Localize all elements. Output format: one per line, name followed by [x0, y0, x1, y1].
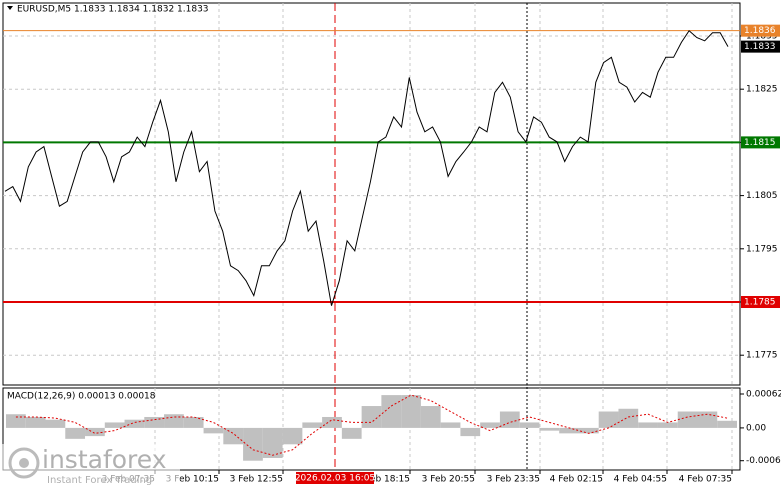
chart-title: EURUSD,M5 1.1833 1.1834 1.1832 1.1833	[17, 5, 209, 15]
current-price-box	[741, 40, 780, 53]
macd-bar	[203, 427, 224, 434]
watermark-tagline: Instant Forex Trading	[47, 475, 152, 486]
menu-arrow	[7, 6, 13, 10]
macd-bar	[144, 416, 165, 428]
level-label-box	[741, 136, 780, 149]
macd-bar	[65, 427, 86, 439]
macd-bar	[697, 411, 718, 428]
macd-bar	[480, 422, 500, 428]
x-tick-label: 3 Feb 10:15	[166, 475, 219, 485]
macd-title: MACD(12,26,9) 0.00013 0.00018	[7, 392, 156, 402]
y-tick-label: 0.00062	[746, 390, 781, 400]
level-label: 1.1785	[744, 298, 776, 308]
macd-bar	[460, 427, 481, 437]
macd-bar	[341, 427, 362, 439]
y-tick-label: 0.00	[746, 423, 766, 433]
level-label-box	[741, 296, 780, 309]
macd-bar	[657, 422, 678, 428]
macd-bar	[361, 406, 382, 428]
signal-line	[15, 394, 728, 456]
time-marker-label: 2026.02.03 16:05	[295, 474, 375, 484]
macd-bar	[440, 422, 461, 428]
x-tick-label: 4 Feb 02:15	[550, 475, 603, 485]
watermark-logo	[8, 447, 40, 479]
macd-bar	[243, 427, 263, 461]
macd-bar	[124, 419, 145, 428]
macd-bar	[25, 416, 46, 428]
x-tick-label: 3 Feb 12:55	[230, 475, 283, 485]
macd-bar	[302, 422, 323, 428]
macd-bar	[499, 411, 520, 428]
macd-bar	[598, 411, 619, 428]
level-label-box	[741, 24, 780, 37]
macd-bar	[381, 395, 402, 428]
macd-bar	[420, 406, 441, 428]
macd-bar	[183, 416, 204, 428]
macd-bar	[85, 427, 105, 437]
macd-bar	[717, 420, 737, 428]
macd-bar	[223, 427, 244, 445]
time-marker-box	[296, 472, 374, 484]
macd-bar	[322, 416, 342, 428]
y-tick-label: 1.1795	[746, 244, 778, 254]
watermark-logo-dot	[19, 458, 29, 468]
x-tick-label: 3 Feb 20:55	[422, 475, 475, 485]
y-tick-label: 1.1805	[746, 191, 778, 201]
macd-bar	[677, 411, 698, 428]
macd-bar	[164, 414, 184, 428]
y-tick-label: -0.0006	[746, 456, 781, 466]
macd-bar	[6, 414, 26, 428]
level-label: 1.1815	[744, 138, 776, 148]
x-tick-label: 3 Feb 18:15	[357, 475, 410, 485]
macd-bar	[104, 422, 125, 428]
macd-bar	[519, 422, 540, 428]
price-line	[4, 29, 729, 306]
x-tick-label: 3 Feb 23:35	[487, 475, 540, 485]
macd-bar	[559, 427, 579, 434]
x-tick-label: 4 Feb 07:35	[679, 475, 732, 485]
macd-bar	[401, 395, 421, 428]
macd-bar	[539, 427, 560, 431]
y-tick-label: 1.1825	[746, 85, 778, 95]
price-panel	[2, 2, 741, 386]
macd-bar	[638, 422, 658, 428]
current-price-label: 1.1833	[744, 42, 776, 52]
macd-bar	[282, 427, 303, 445]
x-tick-label: 4 Feb 04:55	[614, 475, 667, 485]
y-tick-label: 1.1775	[746, 351, 778, 361]
watermark-brand: instaforex	[42, 445, 167, 474]
macd-bar	[45, 419, 66, 428]
macd-bar	[262, 427, 283, 458]
macd-bar	[618, 408, 639, 428]
level-label: 1.1836	[744, 26, 776, 36]
macd-bar	[578, 427, 599, 434]
